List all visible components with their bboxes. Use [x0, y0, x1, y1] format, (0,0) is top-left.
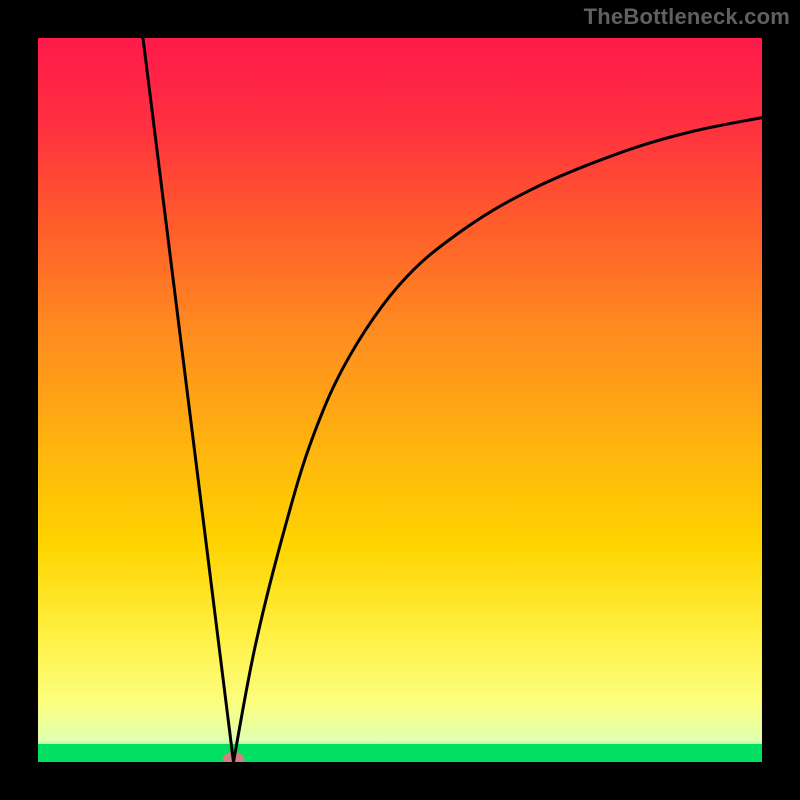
watermark-text: TheBottleneck.com [584, 4, 790, 30]
chart-border-right [762, 0, 800, 800]
chart-border-bottom [0, 762, 800, 800]
chart-border-left [0, 0, 38, 800]
chart-bottom-band [38, 744, 762, 762]
chart-background [38, 38, 762, 762]
